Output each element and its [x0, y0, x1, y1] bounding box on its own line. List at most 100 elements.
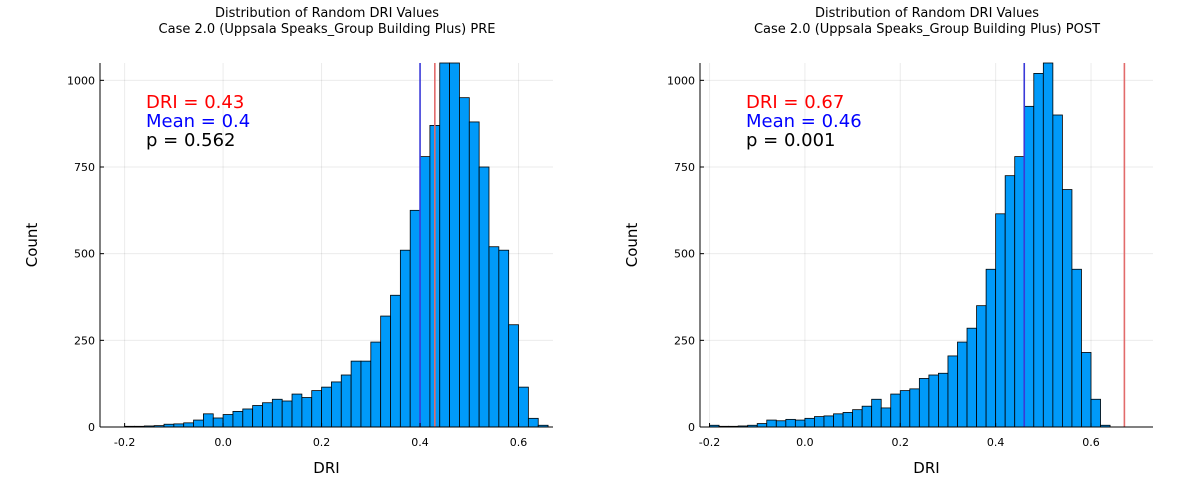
histogram-bar: [527, 417, 539, 428]
histogram-bar: [1090, 398, 1101, 428]
annotation-text: DRI = 0.67: [746, 92, 844, 113]
y-tick-label: 0: [88, 421, 95, 434]
histogram-bar: [957, 341, 968, 428]
x-tick-label: 0.2: [892, 436, 910, 449]
y-tick-label: 1000: [667, 74, 695, 87]
histogram-bar: [242, 408, 254, 428]
histogram-bar: [985, 268, 997, 428]
histogram-bar: [301, 397, 313, 428]
histogram-bar: [804, 417, 815, 428]
histogram-bar: [468, 121, 480, 428]
y-tick-label: 250: [674, 334, 695, 347]
x-tick-label: 0.6: [510, 436, 528, 449]
histogram-bar: [321, 386, 332, 428]
x-tick-label: 0.4: [987, 436, 1005, 449]
histogram-bar: [380, 315, 391, 428]
y-axis-label: Count: [23, 223, 41, 268]
histogram-bar: [1052, 114, 1063, 428]
chart-title: Distribution of Random DRI Values: [815, 6, 1039, 21]
histogram-bar: [518, 386, 529, 428]
histogram-bar: [222, 414, 234, 428]
histogram-bar: [1071, 268, 1082, 428]
histogram-bar: [938, 372, 949, 428]
histogram-bar: [311, 390, 322, 428]
histogram-bar: [1081, 352, 1092, 428]
y-tick-label: 500: [674, 248, 695, 261]
histogram-bar: [899, 390, 911, 428]
histogram-bar: [871, 398, 882, 428]
histogram-bar: [193, 419, 204, 428]
histogram-bar: [262, 402, 273, 428]
histogram-bar: [439, 62, 450, 428]
histogram-bar: [842, 412, 853, 428]
histogram-bar: [890, 393, 901, 428]
histogram-bar: [794, 419, 806, 428]
x-tick-label: -0.2: [114, 436, 135, 449]
histogram-bar: [291, 393, 303, 428]
histogram-bar: [880, 407, 892, 428]
x-axis-label: DRI: [913, 459, 939, 477]
histogram-bar: [1004, 175, 1016, 428]
y-tick-label: 500: [74, 248, 95, 261]
x-tick-label: 0.6: [1082, 436, 1100, 449]
histogram-bar: [823, 415, 834, 428]
y-tick-label: 750: [74, 161, 95, 174]
histogram-bar: [183, 422, 194, 428]
histogram-bar: [370, 341, 382, 428]
histogram-bar: [928, 374, 939, 428]
y-axis-label: Count: [623, 223, 641, 268]
histogram-bar: [918, 378, 930, 428]
histogram-bar: [1042, 62, 1054, 428]
histogram-bar: [340, 374, 352, 428]
chart-subtitle: Case 2.0 (Uppsala Speaks_Group Building …: [754, 22, 1100, 37]
annotation-text: p = 0.001: [746, 130, 835, 151]
histogram-bar: [459, 97, 470, 428]
histogram-bar: [1033, 73, 1044, 428]
histogram-bar: [399, 249, 411, 428]
histogram-bar: [1014, 156, 1025, 428]
histogram-bar: [409, 209, 421, 428]
histogram-bar: [419, 156, 431, 428]
histogram-bar: [1023, 105, 1035, 428]
x-tick-label: 0.0: [214, 436, 232, 449]
histogram-bar: [766, 419, 777, 428]
x-tick-label: 0.0: [796, 436, 814, 449]
annotation-text: DRI = 0.43: [146, 92, 244, 113]
histogram-bar: [331, 381, 342, 428]
y-tick-label: 250: [74, 334, 95, 347]
histogram-bar: [947, 355, 958, 428]
x-tick-label: 0.2: [313, 436, 331, 449]
histogram-bar: [966, 327, 977, 428]
histogram-bar: [756, 423, 768, 428]
histogram-bar: [488, 246, 500, 428]
histogram-bar: [508, 324, 519, 428]
x-tick-label: 0.4: [411, 436, 429, 449]
annotation-text: Mean = 0.4: [146, 111, 250, 132]
chart-title: Distribution of Random DRI Values: [215, 6, 439, 21]
y-tick-label: 0: [688, 421, 695, 434]
y-tick-label: 750: [674, 161, 695, 174]
histogram-bar: [1062, 189, 1073, 428]
x-tick-label: -0.2: [699, 436, 720, 449]
histogram-bar: [478, 166, 490, 428]
histogram-bar: [212, 417, 224, 428]
annotation-text: p = 0.562: [146, 130, 235, 151]
histogram-bar: [995, 213, 1006, 428]
histogram-bar: [498, 249, 510, 428]
annotation-text: Mean = 0.46: [746, 111, 862, 132]
histogram-bar: [350, 360, 362, 428]
y-tick-label: 1000: [67, 74, 95, 87]
histogram-bar: [232, 410, 244, 428]
histogram-bar: [281, 400, 293, 428]
histogram-bar: [203, 413, 214, 428]
histogram-bar: [814, 416, 825, 428]
histogram-bar: [976, 305, 987, 428]
histogram-bar: [833, 413, 844, 428]
histogram-bar: [775, 420, 787, 428]
histogram-bar: [861, 405, 873, 428]
histogram-bar: [449, 62, 460, 428]
histogram-bar: [909, 388, 920, 428]
